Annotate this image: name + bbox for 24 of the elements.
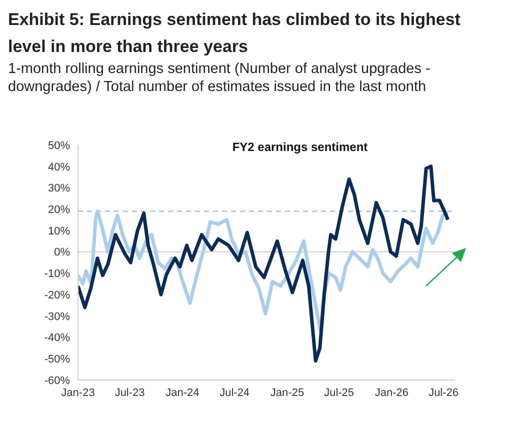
x-tick-label: Jul-24 (220, 386, 250, 399)
x-tick-label: Jul-26 (428, 386, 459, 399)
y-tick-label: 50% (48, 140, 70, 152)
y-tick-label: -50% (44, 354, 70, 366)
y-tick-label: -10% (44, 268, 70, 280)
chart-subtitle: 1-month rolling earnings sentiment (Number of analyst upgrades - downgrades) / Total number of estimates issued in the last month (8, 60, 432, 96)
y-tick-label: 10% (48, 225, 70, 238)
y-tick-label: 20% (48, 204, 70, 216)
y-tick-label: -40% (44, 332, 70, 344)
x-tick-label: Jan-26 (374, 386, 409, 399)
x-tick-label: Jan-24 (166, 386, 200, 399)
y-tick-label: -60% (44, 374, 70, 387)
y-tick-label: 30% (48, 182, 70, 195)
x-tick-label: Jan-25 (270, 386, 304, 399)
y-tick-label: -20% (44, 289, 70, 302)
y-tick-label: 40% (48, 161, 70, 174)
x-tick-label: Jul-23 (114, 386, 145, 399)
x-tick-label: Jul-25 (324, 386, 354, 399)
y-tick-label: -30% (44, 310, 70, 323)
line-series (78, 164, 450, 363)
x-tick-label: Jan-23 (61, 386, 95, 399)
annotation: FY2 earnings sentiment (231, 140, 369, 154)
y-tick-label: 0% (54, 246, 70, 259)
chart-title: Exhibit 5: Earnings sentiment has climbed to its highest level in more than three years (8, 9, 462, 58)
